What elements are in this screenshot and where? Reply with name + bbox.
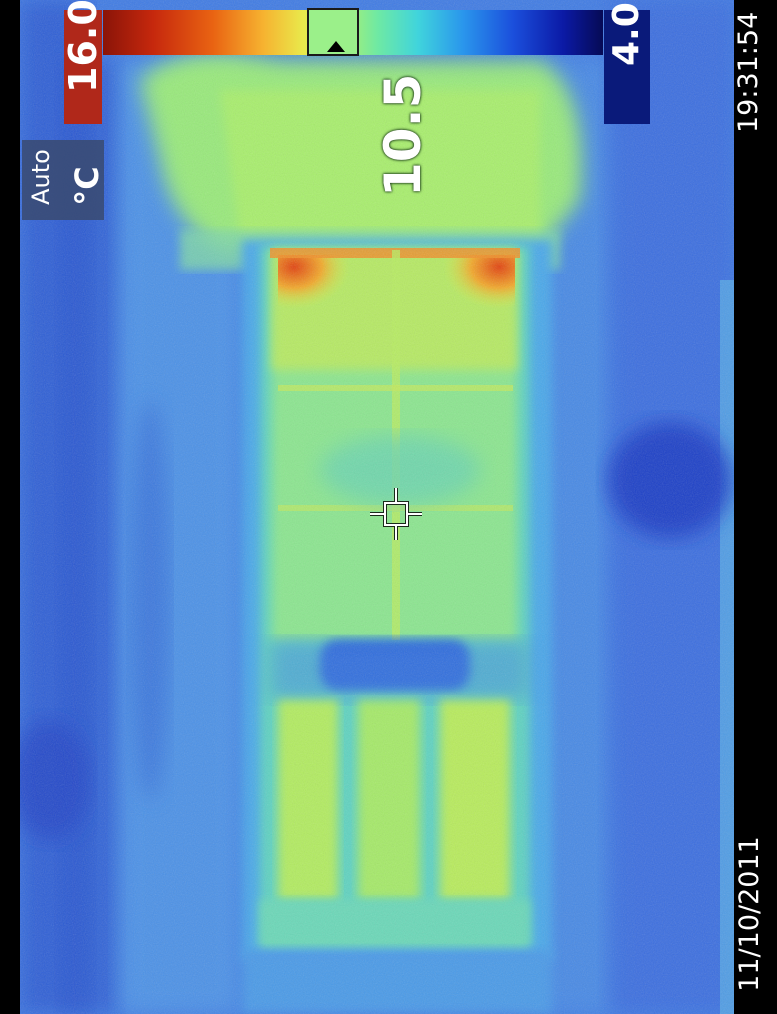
max-temperature-box — [64, 10, 102, 124]
spot-temperature-pointer — [307, 8, 359, 56]
crosshair-icon — [370, 488, 422, 540]
temperature-unit-label: °C — [68, 166, 106, 206]
mode-unit-box — [22, 140, 104, 220]
spot-temperature-value: 10.5 — [374, 73, 432, 197]
range-mode-label: Auto — [27, 149, 55, 205]
min-temperature-label: 4.0 — [606, 2, 647, 66]
min-temperature-box — [604, 10, 650, 124]
capture-date: 11/10/2011 — [734, 836, 765, 992]
capture-time: 19:31:54 — [733, 11, 764, 133]
thermal-image — [20, 0, 734, 1014]
triangle-up-icon — [327, 41, 345, 52]
max-temperature-label: 16.0 — [61, 0, 105, 93]
